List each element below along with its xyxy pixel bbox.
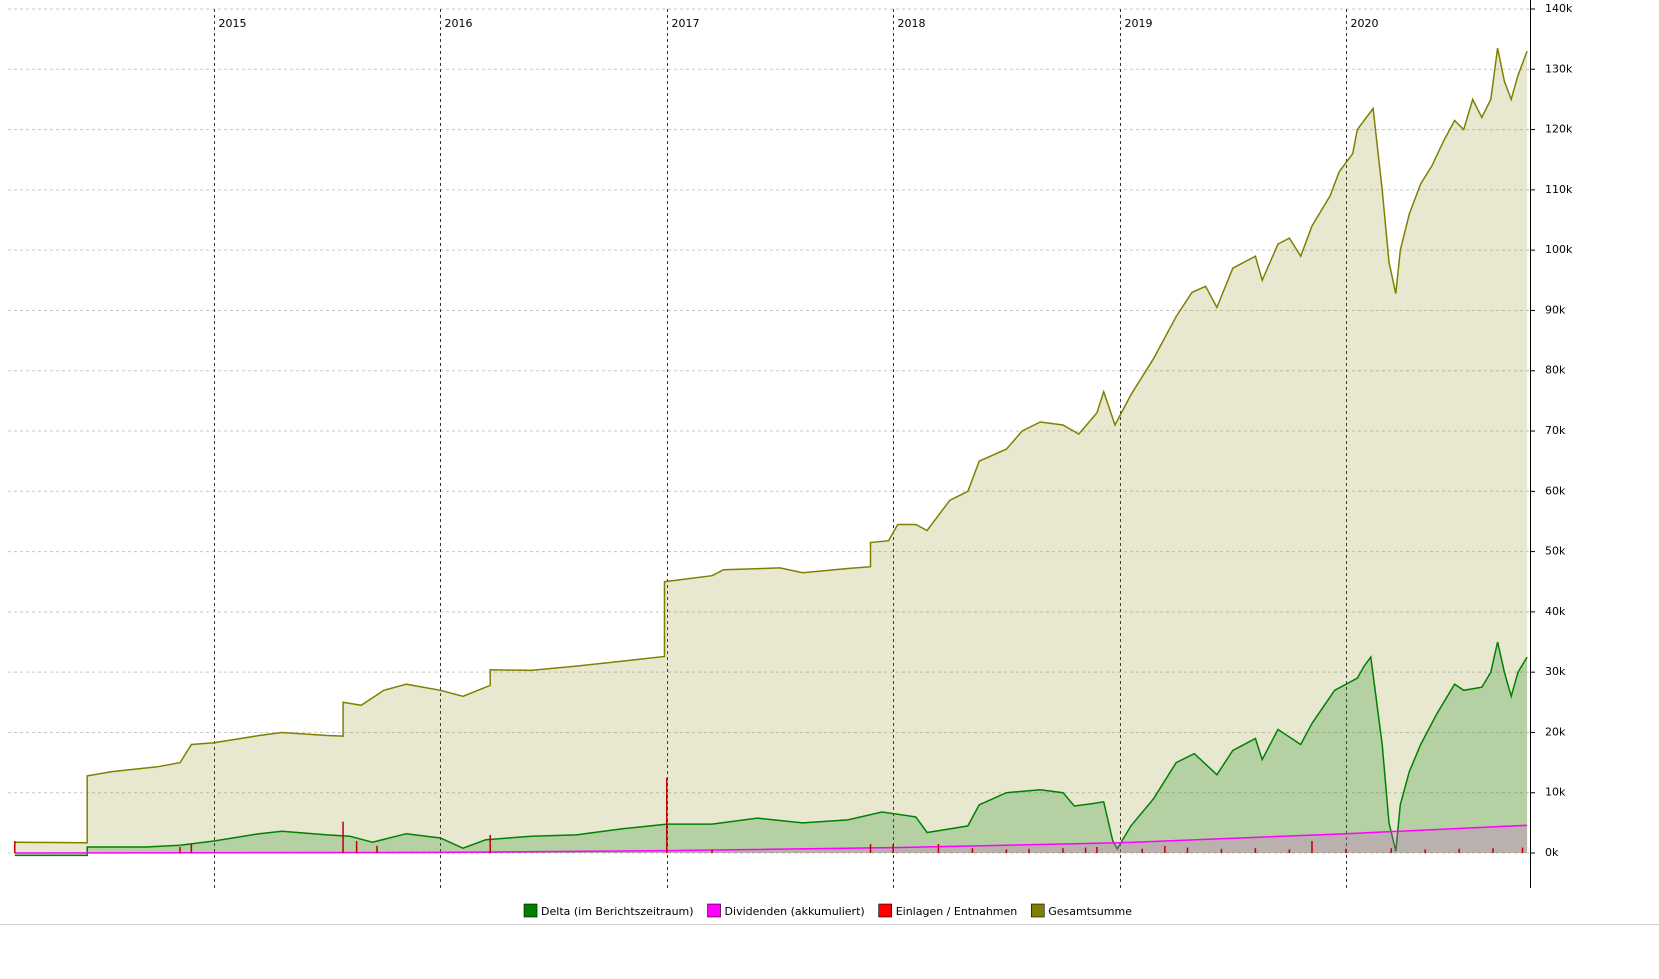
y-tick-label: 80k [1545,364,1566,377]
series-line [14,48,1528,844]
legend-label: Delta (im Berichtszeitraum) [541,905,694,918]
legend-swatch [1030,903,1045,918]
y-tick-label: 60k [1545,484,1566,497]
series-area [14,48,1528,854]
y-tick-label: 90k [1545,303,1566,316]
y-tick-label: 0k [1545,846,1559,859]
series-line [14,641,1528,857]
y-tick-label: 70k [1545,424,1566,437]
x-tick-label: 2018 [898,17,926,30]
y-tick-label: 20k [1545,725,1566,738]
series-area [14,825,1528,854]
x-tick-label: 2017 [672,17,700,30]
x-tick-label: 2019 [1125,17,1153,30]
y-tick-label: 140k [1545,2,1573,15]
y-tick-label: 120k [1545,123,1573,136]
legend-label: Dividenden (akkumuliert) [725,905,865,918]
legend: Delta (im Berichtszeitraum) Dividenden (a… [523,903,1132,918]
x-tick-label: 2020 [1351,17,1379,30]
legend-label: Gesamtsumme [1048,905,1132,918]
series-area [14,642,1528,856]
y-tick-label: 50k [1545,545,1566,558]
legend-label: Einlagen / Entnahmen [896,905,1018,918]
x-tick-label: 2015 [219,17,247,30]
x-tick-label: 2016 [445,17,473,30]
legend-swatch [878,903,892,918]
y-tick-label: 30k [1545,665,1566,678]
y-tick-label: 10k [1545,786,1566,799]
y-tick-label: 100k [1545,243,1573,256]
y-tick-label: 130k [1545,62,1573,75]
plot-area: 0k 10k 20k 30k 40k 50k 60k 70k 80k 90k 100k 110k 120… [8,0,1573,888]
legend-swatch [707,903,721,918]
legend-swatch [523,903,538,918]
y-tick-label: 40k [1545,605,1566,618]
y-tick-label: 110k [1545,183,1573,196]
